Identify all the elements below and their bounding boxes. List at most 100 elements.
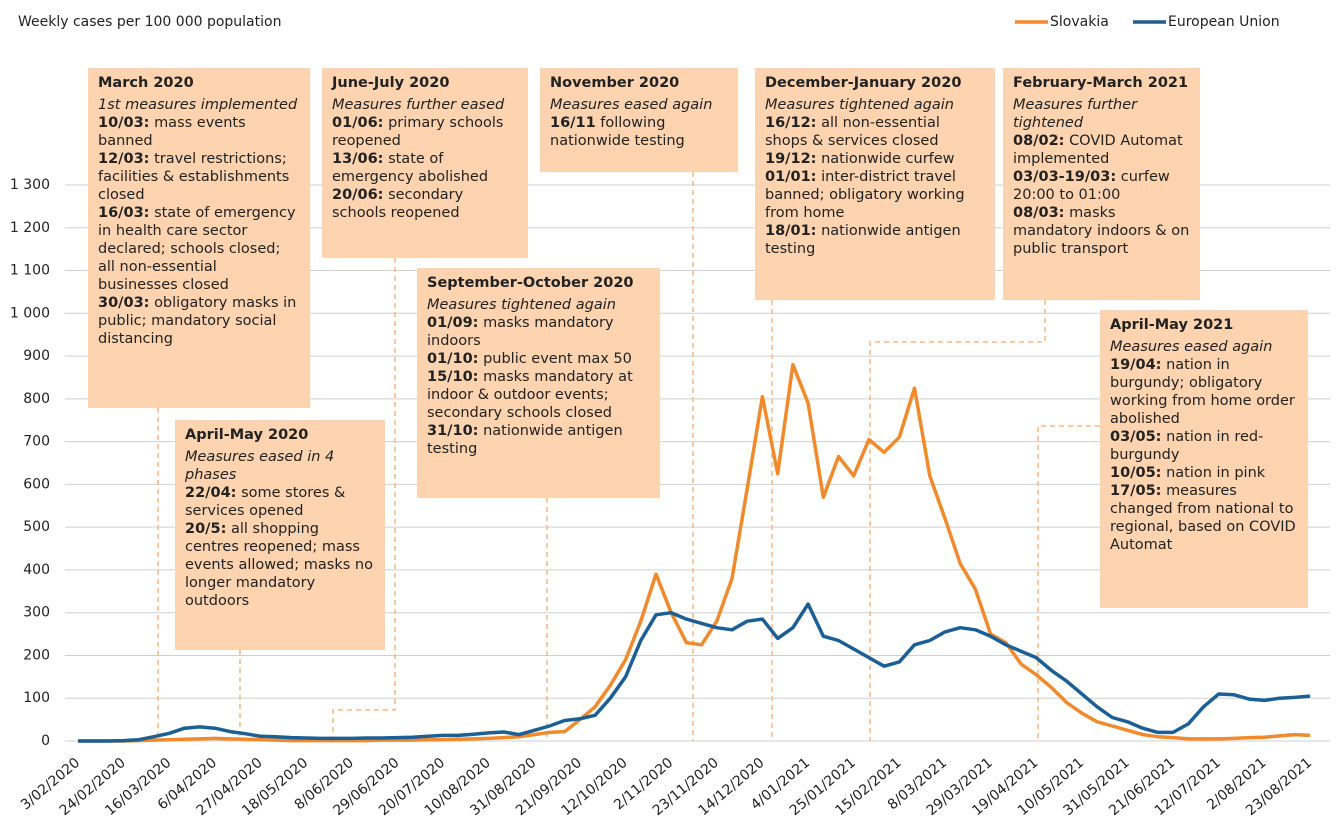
y-tick-label: 1 000 — [10, 305, 50, 321]
annotation-title: June-July 2020 — [332, 75, 450, 91]
y-tick-label: 600 — [23, 476, 50, 492]
annotation-item: 19/04: nation in burgundy; obligatory wo… — [1110, 356, 1298, 428]
annotation-item: 03/05: nation in red-burgundy — [1110, 428, 1298, 464]
annotation-item: 20/06: secondary schools reopened — [332, 186, 518, 222]
y-tick-label: 900 — [23, 348, 50, 364]
annotation-item: 31/10: nationwide antigen testing — [427, 422, 650, 458]
item-text: inter-district travel banned; obligatory… — [765, 169, 965, 221]
legend-label: Slovakia — [1050, 14, 1109, 30]
y-tick-label: 0 — [41, 733, 50, 749]
annotation-item: 12/03: travel restrictions; facilities &… — [98, 150, 300, 204]
item-date: 08/02: — [1013, 133, 1065, 149]
annotation-subtitle: Measures eased again — [1110, 339, 1273, 355]
item-date: 16/12: — [765, 115, 817, 131]
annotation-title: March 2020 — [98, 75, 194, 91]
annotation-item: 17/05: measures changed from national to… — [1110, 482, 1298, 554]
annotation-subtitle: 1st measures implemented — [98, 97, 298, 113]
item-date: 08/03: — [1013, 205, 1065, 221]
annotation-box: December-January 2020 Measures tightened … — [755, 68, 995, 300]
item-date: 10/05: — [1110, 465, 1162, 481]
annotation-item: 01/09: masks mandatory indoors — [427, 314, 650, 350]
item-date: 19/04: — [1110, 357, 1162, 373]
item-text: obligatory masks in public; mandatory so… — [98, 295, 297, 347]
item-date: 20/5: — [185, 521, 227, 537]
item-date: 10/03: — [98, 115, 150, 131]
item-text: state of emergency in health care sector… — [98, 205, 296, 293]
annotation-subtitle: Measures tightened again — [765, 97, 954, 113]
y-tick-label: 500 — [23, 519, 50, 535]
y-tick-label: 200 — [23, 647, 50, 663]
series-line — [78, 362, 1311, 743]
annotation-item: 01/10: public event max 50 — [427, 350, 650, 368]
annotation-item: 20/5: all shopping centres reopened; mas… — [185, 520, 375, 610]
item-date: 13/06: — [332, 151, 384, 167]
item-date: 03/03-19/03: — [1013, 169, 1117, 185]
y-tick-label: 700 — [23, 434, 50, 450]
annotation-item: 08/02: COVID Automat implemented — [1013, 132, 1190, 168]
y-tick-label: 800 — [23, 391, 50, 407]
annotation-subtitle: Measures tightened again — [427, 297, 616, 313]
item-text: following nationwide testing — [550, 115, 685, 149]
annotation-title: April-May 2021 — [1110, 317, 1234, 333]
annotation-item: 16/11 following nationwide testing — [550, 114, 728, 150]
annotation-box: June-July 2020 Measures further eased 01/0… — [322, 68, 528, 258]
annotation-title: February-March 2021 — [1013, 75, 1189, 91]
legend-label: European Union — [1168, 14, 1280, 30]
y-tick-label: 1 200 — [10, 220, 50, 236]
item-date: 16/03: — [98, 205, 150, 221]
item-date: 19/12: — [765, 151, 817, 167]
annotation-subtitle: Measures further eased — [332, 97, 505, 113]
item-date: 12/03: — [98, 151, 150, 167]
item-text: public event max 50 — [483, 351, 632, 367]
connector — [332, 258, 396, 741]
item-text: travel restrictions; facilities & establ… — [98, 151, 290, 203]
annotation-box: March 2020 1st measures implemented 10/03:… — [88, 68, 310, 408]
annotation-item: 16/03: state of emergency in health care… — [98, 204, 300, 294]
annotation-item: 03/03-19/03: curfew 20:00 to 01:00 — [1013, 168, 1190, 204]
item-text: nation in red-burgundy — [1110, 429, 1264, 463]
annotation-item: 01/06: primary schools reopened — [332, 114, 518, 150]
item-text: all shopping centres reopened; mass even… — [185, 521, 373, 609]
annotation-title: November 2020 — [550, 75, 680, 91]
chart-title: Weekly cases per 100 000 population — [18, 14, 281, 30]
item-text: nationwide antigen testing — [427, 423, 623, 457]
annotation-item: 30/03: obligatory masks in public; manda… — [98, 294, 300, 348]
item-date: 17/05: — [1110, 483, 1162, 499]
item-date: 16/11 — [550, 115, 596, 131]
item-text: primary schools reopened — [332, 115, 504, 149]
annotation-item: 16/12: all non-essential shops & service… — [765, 114, 985, 150]
item-date: 20/06: — [332, 187, 384, 203]
annotation-subtitle: Measures eased again — [550, 97, 713, 113]
item-text: some stores & services opened — [185, 485, 346, 519]
annotation-subtitle: Measures eased in 4 phases — [185, 449, 335, 483]
annotation-box: September-October 2020 Measures tightened… — [417, 268, 660, 498]
y-tick-label: 300 — [23, 605, 50, 621]
item-date: 18/01: — [765, 223, 817, 239]
y-tick-label: 1 300 — [10, 177, 50, 193]
item-date: 03/05: — [1110, 429, 1162, 445]
item-date: 30/03: — [98, 295, 150, 311]
item-text: curfew 20:00 to 01:00 — [1013, 169, 1170, 203]
item-text: COVID Automat implemented — [1013, 133, 1183, 167]
item-text: secondary schools reopened — [332, 187, 464, 221]
item-text: nation in pink — [1166, 465, 1266, 481]
item-date: 01/09: — [427, 315, 479, 331]
annotation-item: 10/03: mass events banned — [98, 114, 300, 150]
item-date: 22/04: — [185, 485, 237, 501]
annotation-item: 18/01: nationwide antigen testing — [765, 222, 985, 258]
item-text: masks mandatory at indoor & outdoor even… — [427, 369, 633, 421]
annotation-title: April-May 2020 — [185, 427, 309, 443]
item-text: masks mandatory indoors — [427, 315, 614, 349]
annotation-item: 10/05: nation in pink — [1110, 464, 1298, 482]
annotation-item: 15/10: masks mandatory at indoor & outdo… — [427, 368, 650, 422]
annotation-item: 22/04: some stores & services opened — [185, 484, 375, 520]
annotation-item: 13/06: state of emergency abolished — [332, 150, 518, 186]
y-tick-label: 400 — [23, 562, 50, 578]
annotation-title: December-January 2020 — [765, 75, 962, 91]
item-text: state of emergency abolished — [332, 151, 489, 185]
item-date: 15/10: — [427, 369, 479, 385]
annotation-title: September-October 2020 — [427, 275, 634, 291]
annotation-box: April-May 2021 Measures eased again 19/04:… — [1100, 310, 1308, 608]
item-text: masks mandatory indoors & on public tran… — [1013, 205, 1190, 257]
